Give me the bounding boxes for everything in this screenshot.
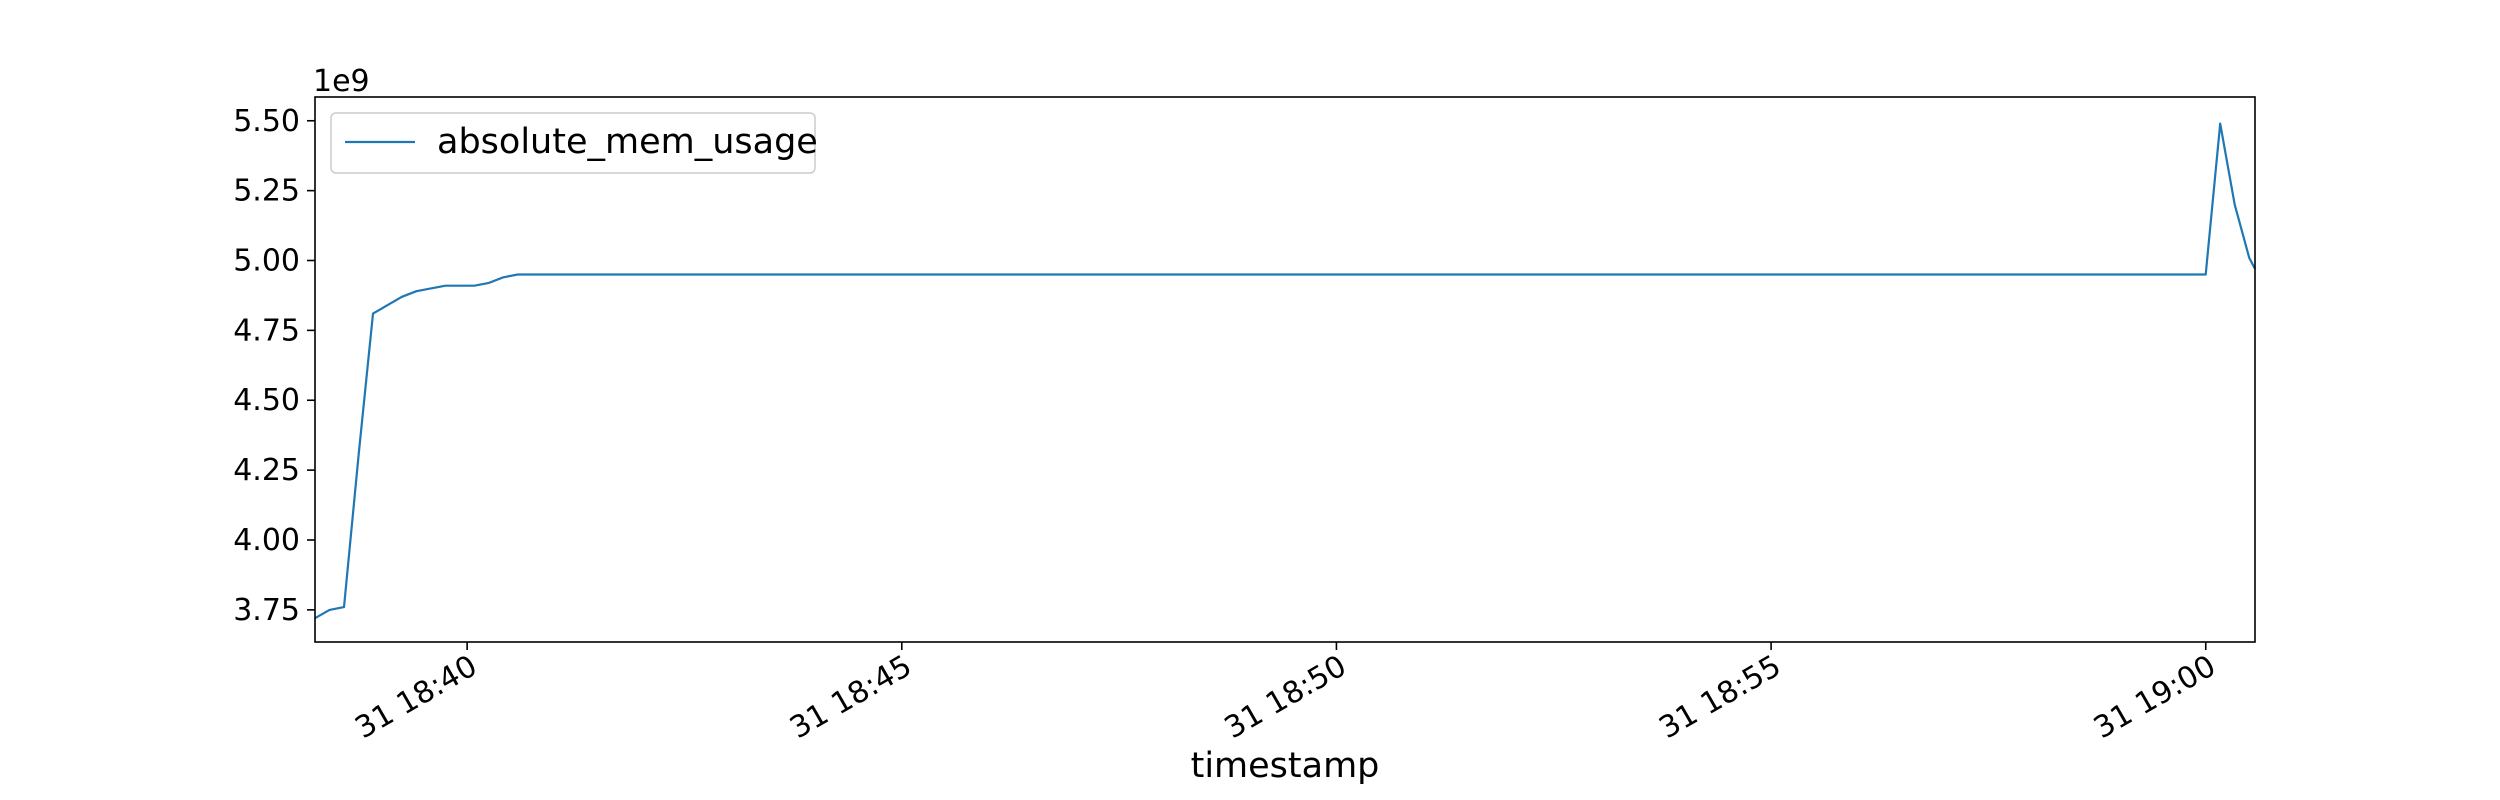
legend-label: absolute_mem_usage [437,122,818,162]
y-ticks: 3.75 4.00 4.25 4.50 4.75 5.00 5.25 5.50 [233,104,315,628]
y-tick-label: 3.75 [233,593,300,628]
series-line-absolute-mem-usage [314,122,2256,620]
plot-frame [314,96,2256,643]
x-tick-label: 31 19:00 [2088,649,2222,746]
plot-area [315,97,2255,642]
y-tick-label: 5.00 [233,244,300,279]
x-ticks: 31 18:40 31 18:45 31 18:50 31 18:55 31 19:00 [349,642,2222,746]
x-tick-label: 31 18:40 [349,649,483,746]
x-tick-label: 31 18:45 [784,649,918,746]
y-tick-label: 4.25 [233,453,300,488]
y-tick-label: 5.25 [233,174,300,209]
legend-frame [330,112,816,174]
y-tick-label: 5.50 [233,104,300,139]
y-offset-label: 1e9 [313,64,370,99]
x-axis-title: timestamp [1191,746,1380,786]
y-tick-label: 4.50 [233,383,300,418]
x-tick-label: 31 18:50 [1219,649,1353,746]
legend: absolute_mem_usage [330,112,818,174]
y-tick-label: 4.00 [233,523,300,558]
y-tick-label: 4.75 [233,313,300,348]
series-layer [314,122,2256,620]
x-tick-label: 31 18:55 [1653,649,1787,746]
